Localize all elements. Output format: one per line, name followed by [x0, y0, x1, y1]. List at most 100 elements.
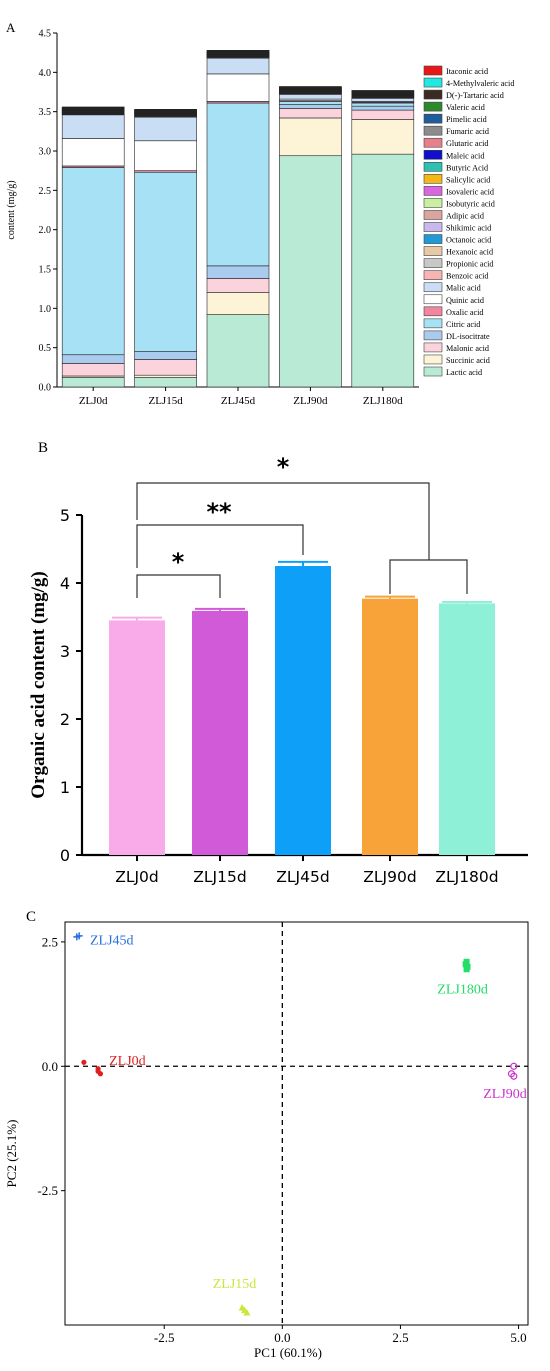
panel-b-y-tick-label: 2 [60, 710, 70, 729]
panel-b-x-tick-label: ZLJ15d [193, 868, 246, 886]
panel-a-legend-label: Malic acid [446, 284, 481, 293]
panel-a-legend-swatch [423, 198, 443, 208]
panel-c-point-label: ZLJ0d [109, 1054, 146, 1069]
panel-a-legend-label: Lactic acid [446, 368, 482, 377]
panel-a-legend-swatch [423, 366, 443, 377]
panel-a-bar-segment [134, 171, 197, 352]
panel-a-bar-segment [279, 104, 342, 109]
panel-b-significance-label: ** [206, 498, 232, 526]
panel-a-legend-swatch [423, 101, 443, 112]
panel-a-bar-segment [206, 102, 270, 267]
panel-a-bar-segment [134, 351, 197, 360]
panel-c-point [510, 1072, 518, 1080]
panel-a-y-tick-label: 2.5 [39, 186, 52, 197]
panel-c-frame [64, 921, 529, 1326]
panel-a-bar-segment [206, 73, 270, 102]
panel-a-bar-segment [206, 314, 270, 388]
panel-a-legend-label: Salicylic acid [446, 175, 490, 184]
panel-a-legend-label: Malonic acid [446, 344, 489, 353]
panel-b-significance-label: * [277, 453, 290, 481]
panel-a-bar-segment [61, 167, 125, 356]
panel-a-y-tick-label: 3.0 [39, 147, 52, 158]
panel-a-legend-swatch [423, 246, 443, 256]
panel-c-x-axis-label: PC1 (60.1%) [254, 1345, 322, 1360]
panel-a-bar-segment [134, 116, 197, 142]
panel-a-legend-swatch [423, 77, 443, 88]
panel-c-point-label: ZLJ90d [483, 1087, 527, 1102]
panel-a-stacked-bars [61, 50, 415, 388]
panel-b-bar [362, 598, 418, 855]
panel-b-letter: B [38, 440, 48, 456]
panel-a-bar-segment [351, 105, 415, 111]
panel-a-y-tick-label: 1.5 [39, 265, 52, 276]
panel-a-bar-segment [279, 86, 342, 88]
panel-a-bar-segment [279, 101, 342, 105]
panel-a-legend-label: Succinic acid [446, 356, 490, 365]
panel-c: C PC1 (60.1%) PC2 (25.1%) -2.5 0.0 2.5 5.0-… [4, 909, 529, 1360]
panel-a-legend-label: D(-)-Tartaric acid [446, 91, 504, 100]
panel-a-bar-segment [206, 265, 270, 279]
panel-b-significance-bracket [389, 559, 468, 594]
panel-a-legend-swatch [423, 294, 443, 305]
panel-a-legend-label: Valeric acid [446, 103, 485, 112]
panel-a-legend-swatch [423, 270, 443, 280]
panel-a-x-tick-label: ZLJ45d [221, 395, 256, 407]
panel-b-bar [439, 603, 495, 855]
panel-a-bar-segment [61, 138, 125, 167]
panel-b-significance-label: * [172, 548, 185, 576]
panel-a-x-tick-label: ZLJ90d [293, 395, 328, 407]
panel-a-bar-segment [279, 155, 342, 388]
panel-a: A content (mg/g) 0.0 0.5 1.0 1.5 2.0 2.5 3.0 3.… [6, 20, 514, 407]
panel-a-legend-label: Quinic acid [446, 296, 484, 305]
panel-a-legend-swatch [423, 113, 443, 124]
panel-a-legend-label: Adipic acid [446, 211, 484, 220]
panel-a-legend-label: Isovaleric acid [446, 187, 494, 196]
panel-c-y-axis-label: PC2 (25.1%) [4, 1120, 19, 1188]
panel-a-legend-label: 4-Methylvaleric acid [446, 79, 514, 88]
panel-a-legend-swatch [423, 306, 443, 317]
panel-a-legend-swatch [423, 342, 443, 353]
panel-b-significance-bracket [136, 482, 430, 560]
panel-a-y-axis-label: content (mg/g) [6, 180, 17, 239]
panel-a-legend-swatch [423, 282, 443, 293]
panel-b-y-tick-label: 1 [60, 778, 70, 797]
panel-a-legend-swatch [423, 89, 443, 100]
panel-b-y-axis-label: Organic acid content (mg/g) [28, 571, 49, 798]
panel-b-y-tick-label: 0 [60, 846, 70, 865]
panel-b-x-tick-label: ZLJ180d [435, 868, 498, 886]
panel-a-y-tick-label: 2.0 [39, 225, 52, 236]
panel-a-legend-label: Shikimic acid [446, 224, 491, 233]
panel-c-point-label: ZLJ45d [90, 933, 134, 948]
panel-b-y-tick-label: 5 [60, 506, 70, 525]
panel-a-legend-label: Pimelic acid [446, 115, 487, 124]
panel-b-significance-bracket [136, 524, 304, 568]
panel-a-legend-label: Benzoic acid [446, 272, 489, 281]
panel-a-bar-segment [134, 359, 197, 376]
panel-a-legend-label: Butyric Acid [446, 163, 488, 172]
panel-b-y-tick-label: 3 [60, 642, 70, 661]
panel-c-point-label: ZLJ15d [213, 1277, 257, 1292]
panel-b-bar [275, 566, 331, 855]
panel-a-bar-segment [351, 102, 415, 107]
panel-a-legend-swatch [423, 330, 443, 341]
panel-a-bar-segment [61, 363, 125, 377]
panel-b-significance-bracket [136, 574, 221, 598]
panel-c-y-tick-label: -2.5 [37, 1183, 58, 1198]
panel-a-bar-segment [134, 377, 197, 388]
panel-a-axes: 0.0 0.5 1.0 1.5 2.0 2.5 3.0 3.5 4.0 4.5 ZLJ0d ZLJ15… [39, 29, 419, 407]
panel-c-point [462, 961, 469, 968]
panel-a-legend-swatch [423, 65, 443, 76]
panel-a-x-tick-label: ZLJ180d [363, 395, 403, 407]
panel-a-bar-segment [279, 108, 342, 119]
panel-a-legend-label: Glutaric acid [446, 139, 489, 148]
panel-a-bar-segment [206, 292, 270, 315]
panel-a-legend-swatch [423, 162, 443, 172]
panel-c-points: ZLJ0d ZLJ15d ZLJ45d ZLJ90d ZLJ180d [73, 932, 527, 1316]
panel-a-legend-label: Oxalic acid [446, 308, 484, 317]
panel-a-y-tick-label: 4.5 [39, 29, 52, 40]
panel-a-legend-swatch [423, 174, 443, 184]
panel-a-bar-segment [351, 97, 415, 102]
panel-a-x-tick-label: ZLJ0d [79, 395, 108, 407]
panel-a-y-tick-label: 4.0 [39, 68, 52, 79]
panel-a-legend-swatch [423, 137, 443, 148]
